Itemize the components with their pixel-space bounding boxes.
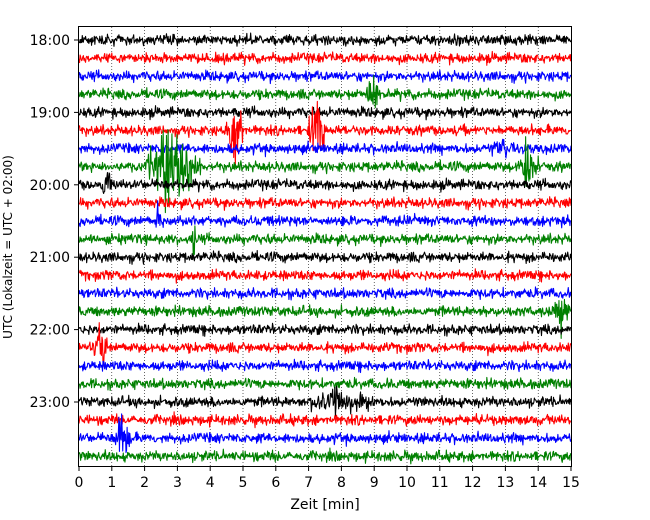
x-tick-label: 13 (496, 475, 514, 491)
y-tick-label: 23:00 (30, 395, 70, 411)
trace-line (78, 411, 572, 429)
x-tick-label: 3 (173, 475, 182, 491)
y-axis: 18:00 19:00 20:00 21:00 22:00 23:00 (30, 33, 79, 411)
trace-line (78, 129, 572, 214)
trace-line (78, 50, 572, 66)
y-axis-label: UTC (Lokalzeit = UTC + 02:00) (1, 155, 15, 339)
x-tick-label: 6 (271, 475, 280, 491)
y-tick-label: 21:00 (30, 250, 70, 266)
trace-line (78, 138, 572, 159)
trace-line (78, 249, 572, 265)
x-tick-label: 9 (370, 475, 379, 491)
trace-line (78, 225, 572, 259)
x-tick-label: 1 (107, 475, 116, 491)
trace-line (78, 100, 572, 167)
x-tick-label: 8 (337, 475, 346, 491)
trace-line (78, 322, 572, 367)
x-tick-label: 14 (529, 475, 547, 491)
x-tick-label: 2 (140, 475, 149, 491)
y-tick-label: 19:00 (30, 105, 70, 121)
x-tick-label: 15 (562, 475, 580, 491)
x-tick-label: 11 (431, 475, 449, 491)
x-tick-label: 5 (239, 475, 248, 491)
trace-line (78, 268, 572, 284)
x-tick-label: 10 (398, 475, 416, 491)
trace-line (78, 358, 572, 374)
y-tick-label: 22:00 (30, 323, 70, 339)
trace-line (78, 69, 572, 85)
x-axis-label: Zeit [min] (290, 497, 359, 513)
trace-line (78, 74, 572, 109)
x-tick-label: 4 (206, 475, 215, 491)
y-tick-label: 20:00 (30, 178, 70, 194)
x-gridlines (111, 27, 539, 466)
trace-line (78, 413, 572, 454)
x-tick-label: 0 (75, 475, 84, 491)
trace-line (78, 105, 572, 121)
x-tick-label: 12 (464, 475, 482, 491)
trace-line (78, 376, 572, 392)
x-tick-label: 7 (304, 475, 313, 491)
y-tick-label: 18:00 (30, 33, 70, 49)
trace-line (78, 322, 572, 337)
seismic-traces (78, 32, 572, 465)
trace-line (78, 200, 572, 229)
trace-line (78, 172, 572, 194)
x-axis: 0 1 2 3 4 5 6 7 8 9 10 11 12 13 14 15 (75, 466, 580, 491)
trace-line (78, 298, 572, 339)
trace-line (78, 447, 572, 465)
trace-line (78, 32, 572, 47)
trace-line (78, 196, 572, 211)
plot-frame (78, 26, 572, 467)
trace-line (78, 286, 572, 301)
trace-line (78, 385, 572, 418)
